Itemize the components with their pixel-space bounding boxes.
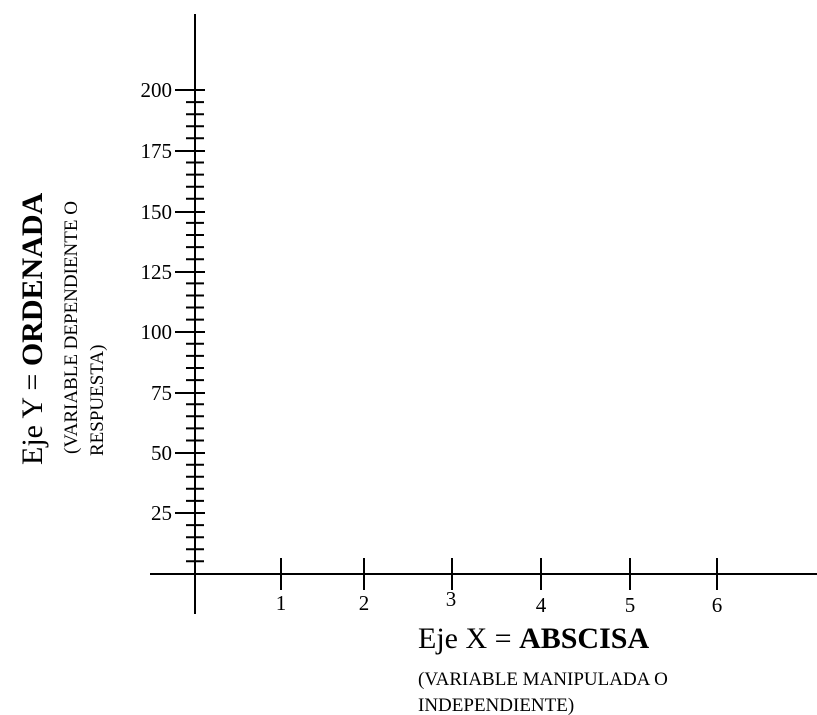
x-axis-title-prefix: Eje X = (418, 622, 519, 655)
y-tick-label-150: 150 (141, 200, 173, 224)
x-tick-label-4: 4 (536, 593, 547, 617)
x-tick-label-6: 6 (712, 593, 723, 617)
x-axis-subtitle-line1: (VARIABLE MANIPULADA O (418, 669, 668, 690)
y-tick-label-125: 125 (141, 260, 173, 284)
x-axis-subtitle-line2: INDEPENDIENTE) (418, 695, 574, 715)
y-tick-label-25: 25 (151, 501, 172, 525)
y-axis-title: Eje Y = ORDENADA (16, 192, 49, 465)
y-tick-label-175: 175 (141, 139, 173, 163)
y-axis-title-prefix: Eje Y = (16, 366, 49, 465)
y-axis-major-ticks (175, 89, 205, 514)
y-tick-label-50: 50 (151, 441, 172, 465)
x-tick-label-3: 3 (446, 587, 457, 611)
y-tick-label-200: 200 (141, 78, 173, 102)
x-axis-title-block: Eje X = ABSCISA (VARIABLE MANIPULADA O I… (418, 622, 668, 715)
y-axis-subtitle-line2: RESPUESTA) (87, 345, 108, 456)
y-axis-tick-labels: 200 175 150 125 100 75 50 25 (141, 78, 173, 525)
y-axis-title-bold: ORDENADA (16, 192, 49, 366)
y-axis-minor-ticks (186, 101, 204, 563)
x-tick-label-2: 2 (359, 591, 370, 615)
x-axis-title: Eje X = ABSCISA (418, 622, 649, 655)
y-tick-label-75: 75 (151, 381, 172, 405)
x-axis-title-bold: ABSCISA (519, 622, 649, 655)
x-tick-label-5: 5 (625, 593, 636, 617)
x-tick-label-1: 1 (276, 591, 287, 615)
y-axis-subtitle-line1: (VARIABLE DEPENDIENTE O (61, 201, 82, 454)
x-axis-tick-labels: 1 2 3 4 5 6 (276, 587, 723, 617)
y-tick-label-100: 100 (141, 320, 173, 344)
x-axis-ticks (280, 558, 718, 590)
y-axis-title-block: Eje Y = ORDENADA (VARIABLE DEPENDIENTE O… (16, 192, 108, 465)
